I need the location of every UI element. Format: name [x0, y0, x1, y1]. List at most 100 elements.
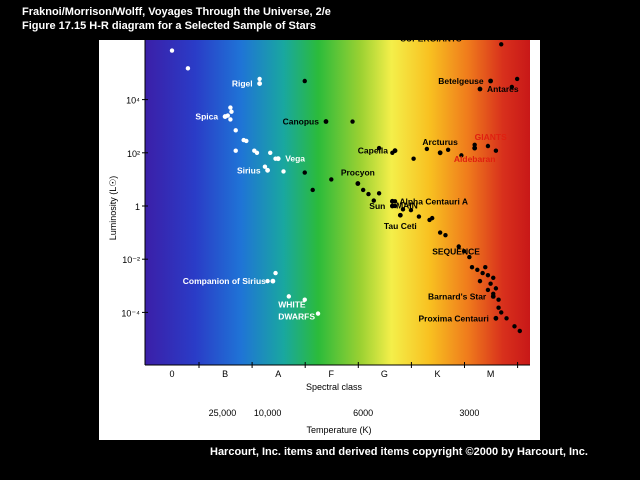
white-star-point [169, 48, 175, 53]
star-label: Procyon [341, 168, 375, 178]
region-label: SEQUENCE [432, 247, 480, 257]
temperature-label: 6000 [353, 408, 373, 418]
white-star-point [233, 148, 238, 153]
x-axis: 0 B A F G K M Spectral class 25,000 10,000 6000 300… [145, 362, 530, 435]
black-star-point [514, 76, 520, 82]
black-star-point [459, 153, 464, 158]
white-star-point [315, 311, 321, 316]
star-label: Vega [285, 154, 305, 164]
star-labels: Rigel Spica Canopus Vega Sirius Procyon Capell… [183, 40, 519, 323]
black-star-point [485, 143, 491, 149]
y-tick-label: 10⁴ [126, 96, 140, 106]
star-label: Sirius [237, 165, 261, 175]
temperature-label: 10,000 [254, 408, 282, 418]
black-star-point [517, 328, 523, 334]
black-star-point [302, 78, 307, 84]
white-star-point [228, 105, 233, 110]
black-star-point [483, 265, 488, 270]
named-star-point [257, 81, 263, 86]
header-title-line: Fraknoi/Morrison/Wolff, Voyages Through … [22, 6, 331, 18]
star-label: Spica [195, 112, 218, 122]
black-star-point [329, 177, 334, 182]
named-star-point [472, 145, 478, 151]
black-star-point [496, 305, 501, 310]
region-label: GIANTS [475, 132, 507, 142]
region-label: SUPERGIANTS [400, 40, 462, 44]
star-label: Antares [487, 84, 519, 94]
white-star-point [228, 117, 233, 122]
black-star-point [493, 148, 499, 153]
star-label: Capella [358, 146, 389, 156]
black-star-point [445, 147, 451, 152]
black-star-point [504, 316, 509, 321]
named-star-point [437, 150, 443, 156]
y-axis-title: Luminosity (L☉) [108, 176, 118, 241]
y-tick-label: 1 [135, 202, 140, 212]
y-tick-label: 10⁻² [122, 255, 140, 265]
x-axis-title: Spectral class [306, 382, 363, 392]
named-star-point [270, 278, 276, 284]
black-star-point [443, 232, 448, 238]
named-star-point [389, 203, 395, 209]
star-label: Alpha Centauri A [399, 196, 468, 206]
white-star-point [257, 76, 262, 82]
black-star-point [360, 187, 366, 193]
white-star-point [185, 66, 191, 71]
black-star-point [499, 42, 504, 47]
black-star-point [302, 170, 307, 175]
black-star-point [366, 191, 371, 197]
black-star-point [371, 198, 376, 203]
black-star-point [477, 278, 483, 284]
region-label: MAIN [396, 201, 418, 211]
star-label: Sun [369, 201, 385, 211]
black-star-point [485, 273, 491, 278]
white-star-point [268, 150, 273, 155]
spectral-class-label: K [434, 369, 440, 379]
spectral-class-label: A [275, 369, 281, 379]
white-star-point [252, 148, 257, 153]
named-star-point [392, 148, 398, 154]
black-star-point [491, 275, 496, 280]
temperature-axis-title: Temperature (K) [306, 425, 371, 435]
black-star-point [512, 324, 517, 329]
hr-diagram-chart: 10⁴ 10² 1 10⁻² 10⁻⁴ Luminosity (L☉) 0 B A F G K M Sp… [108, 40, 530, 435]
named-star-point [323, 119, 329, 124]
black-star-point [411, 156, 416, 161]
chart-panel: 10⁴ 10² 1 10⁻² 10⁻⁴ Luminosity (L☉) 0 B A F G K M Sp… [99, 40, 540, 440]
white-star-point [302, 297, 307, 302]
star-label: Rigel [232, 79, 253, 89]
data-points [169, 42, 523, 334]
black-star-point [493, 286, 499, 291]
white-star-point [286, 294, 292, 299]
black-star-point [310, 187, 315, 193]
named-star-point [477, 86, 483, 92]
spectral-class-label: F [329, 369, 335, 379]
star-label: Arcturus [422, 137, 458, 147]
white-star-point [265, 278, 270, 284]
white-star-point [281, 169, 286, 174]
star-label: Barnard's Star [428, 291, 487, 301]
named-star-point [397, 212, 403, 218]
temperature-label: 3000 [459, 408, 479, 418]
spectral-class-label: B [222, 369, 228, 379]
spectral-class-label: G [381, 369, 388, 379]
black-star-point [376, 145, 382, 151]
black-star-point [488, 281, 493, 286]
star-label: Betelgeuse [438, 76, 484, 86]
black-star-point [475, 267, 480, 272]
figure-caption: Figure 17.15 H-R diagram for a Selected … [22, 20, 317, 32]
spectral-color-background [145, 40, 530, 365]
black-star-point [472, 142, 477, 147]
black-star-point [467, 254, 472, 260]
star-label: Proxima Centauri [419, 313, 489, 323]
region-label: DWARFS [278, 311, 315, 321]
black-star-point [456, 244, 461, 249]
white-star-point [229, 109, 234, 114]
black-star-point [496, 297, 501, 302]
named-star-point [493, 315, 499, 321]
named-star-point [490, 293, 496, 299]
named-star-point [389, 198, 395, 204]
named-star-point [222, 114, 228, 119]
star-label: Canopus [283, 117, 320, 127]
y-tick-label: 10² [127, 149, 140, 159]
